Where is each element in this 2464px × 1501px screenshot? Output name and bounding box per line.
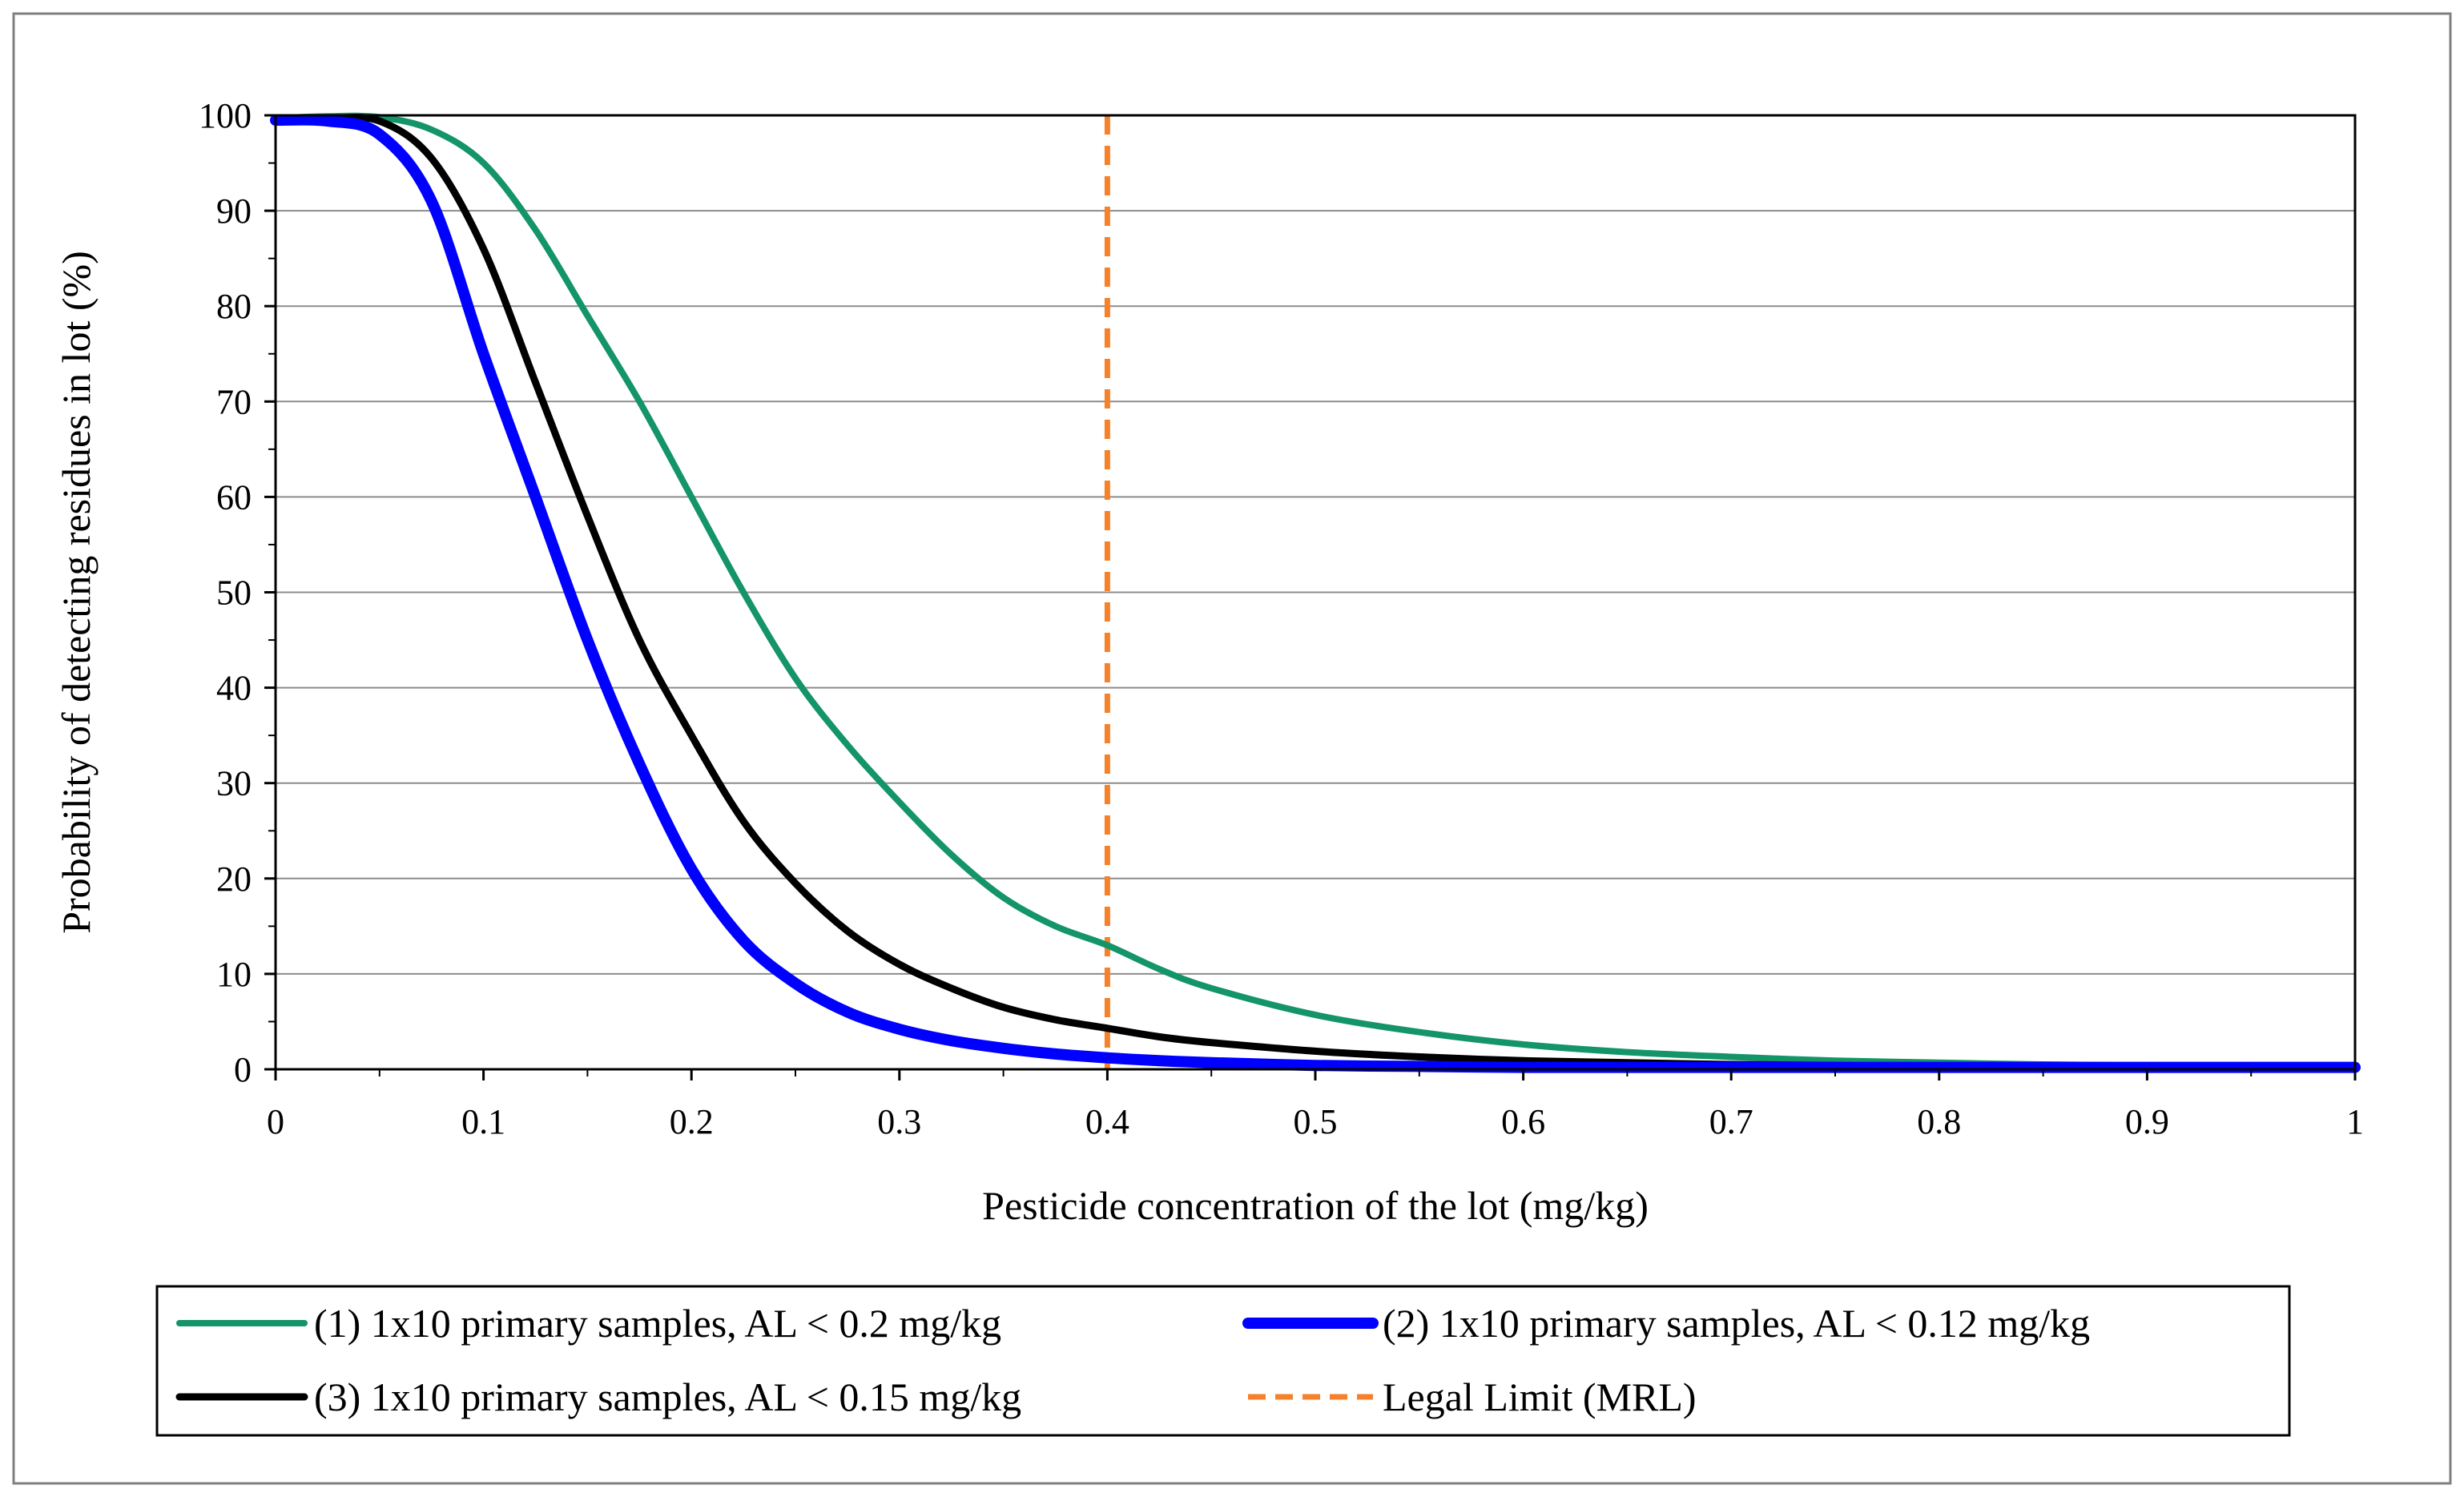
legend: (1) 1x10 primary samples, AL < 0.2 mg/kg…	[155, 1285, 2291, 1437]
series-line-2	[270, 114, 2361, 1073]
y-tick-label: 100	[199, 96, 252, 135]
x-tick-label: 0.3	[877, 1102, 921, 1141]
y-tick-label: 50	[216, 573, 252, 613]
y-tick-label: 10	[216, 955, 252, 994]
x-tick-label: 0.9	[2125, 1102, 2169, 1141]
y-tick-label: 70	[216, 382, 252, 421]
x-tick-label: 0.1	[461, 1102, 505, 1141]
legend-box	[155, 1285, 2291, 1437]
y-tick-label: 60	[216, 477, 252, 517]
y-tick-label: 90	[216, 191, 252, 231]
x-tick-label: 0.6	[1501, 1102, 1545, 1141]
figure-frame	[12, 12, 2452, 1485]
y-tick-label: 30	[216, 764, 252, 803]
series-layer	[270, 112, 2361, 1073]
x-tick-label: 0.7	[1709, 1102, 1753, 1141]
axes: 0 10 20 30 40 50 60 70 80 90 100 0 0.1 0.2 0.3 0.4 0.5 0.…	[199, 96, 2364, 1141]
x-tick-label: 0.4	[1085, 1102, 1129, 1141]
x-tick-label: 0.5	[1294, 1102, 1338, 1141]
y-tick-label: 80	[216, 287, 252, 326]
x-tick-label: 0.8	[1917, 1102, 1961, 1141]
legend-label-series-2: (2) 1x10 primary samples, AL < 0.12 mg/k…	[1383, 1301, 2090, 1346]
x-axis-title: Pesticide concentration of the lot (mg/k…	[982, 1183, 1649, 1228]
x-tick-label: 1	[2346, 1102, 2364, 1141]
legend-label-series-1: (1) 1x10 primary samples, AL < 0.2 mg/kg	[314, 1301, 1001, 1346]
x-tick-label: 0.2	[670, 1102, 714, 1141]
y-tick-label: 0	[234, 1050, 252, 1089]
y-tick-label: 20	[216, 859, 252, 899]
legend-label-legal-limit: Legal Limit (MRL)	[1383, 1374, 1697, 1419]
x-tick-label: 0	[267, 1102, 284, 1141]
y-axis-title: Probability of detecting residues in lot…	[54, 251, 99, 934]
legend-label-series-3: (3) 1x10 primary samples, AL < 0.15 mg/k…	[314, 1374, 1021, 1419]
y-tick-label: 40	[216, 669, 252, 708]
